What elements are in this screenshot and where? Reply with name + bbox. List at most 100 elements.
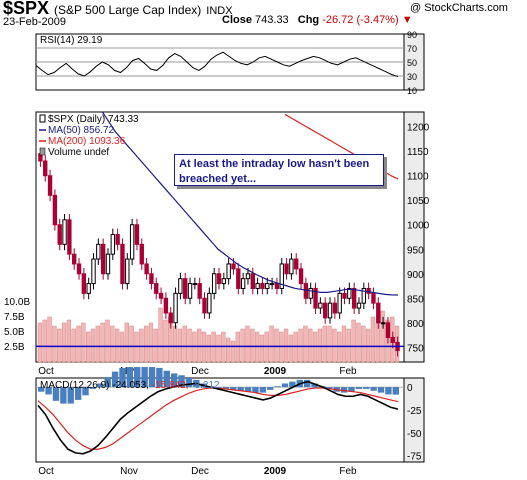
volume-bar [100, 322, 105, 363]
annotation-box: At least the intraday low hasn't been br… [174, 154, 384, 186]
volume-bar [163, 319, 168, 363]
price-x-tick-label: Dec [191, 366, 209, 377]
macd-histogram-bar [163, 370, 170, 388]
volume-bar [158, 307, 163, 363]
candle-body [67, 219, 72, 255]
candle-body [255, 283, 260, 289]
volume-bar [143, 325, 149, 363]
macd-line [37, 380, 399, 455]
macd-tick-label: -50 [407, 429, 422, 440]
candle-body [115, 234, 120, 245]
volume-bar [225, 337, 231, 363]
candle-body [245, 273, 251, 280]
price-legend-candle-icon [39, 114, 46, 123]
macd-x-tick-label: Feb [339, 466, 357, 477]
candle-body [332, 302, 338, 314]
candle-body [129, 224, 135, 260]
rsi-tick-label: 50 [407, 58, 417, 68]
volume-tick-label: 5.0B [4, 327, 25, 338]
macd-histogram-bar [237, 387, 244, 391]
candle-body [72, 253, 77, 265]
volume-bar [322, 325, 327, 363]
macd-histogram-bar [119, 367, 126, 388]
macd-tick-label: -75 [407, 452, 422, 463]
volume-bar [375, 322, 380, 363]
candle-body [139, 243, 144, 265]
candle-body [163, 297, 169, 314]
ma50-line [101, 111, 399, 296]
candle-body [86, 283, 91, 294]
candle-body [269, 283, 275, 286]
candle-body [250, 273, 255, 289]
volume-bar [303, 325, 308, 363]
candle-body [347, 287, 352, 299]
volume-bar [206, 334, 212, 363]
rsi-tick-label: 90 [407, 30, 417, 40]
candle-body [231, 263, 236, 270]
macd-histogram-bar [97, 383, 104, 388]
macd-histogram-bar [134, 367, 141, 388]
candle-body [81, 273, 87, 294]
macd-signal-line [37, 387, 399, 450]
candle-body [390, 336, 395, 343]
macd-histogram-bar [267, 387, 274, 390]
volume-bar [124, 322, 129, 363]
volume-bar [317, 328, 323, 363]
price-panel [35, 111, 405, 363]
candle-body [47, 175, 53, 196]
candle-body [149, 273, 154, 285]
macd-histogram-bar [252, 387, 259, 393]
macd-histogram-bar [111, 371, 119, 388]
volume-bar [139, 328, 144, 363]
candle-body [154, 283, 159, 294]
volume-bar [129, 325, 134, 363]
watermark: @ StockCharts.com [410, 2, 508, 14]
candle-body [284, 263, 289, 275]
candle-body [183, 278, 188, 299]
volume-bar [172, 325, 178, 363]
macd-histogram-bar [148, 367, 156, 388]
volume-tick-label: 10.0B [4, 297, 30, 308]
price-tick-label: 1000 [407, 221, 430, 232]
macd-histogram-bar [141, 367, 148, 388]
macd-histogram-bar [363, 387, 370, 389]
macd-x-tick-label: Dec [191, 466, 209, 477]
price-x-tick-label: 2009 [264, 366, 287, 377]
macd-tick-label: -25 [407, 406, 422, 417]
chg-value: -26.72 (-3.47%) [322, 14, 399, 26]
price-tick-label: 850 [407, 294, 424, 305]
macd-histogram-bar [274, 386, 281, 388]
rsi-legend: RSI(14) 29.19 [40, 35, 103, 46]
candle-body [371, 292, 376, 304]
symbol: $SPX [3, 0, 50, 18]
volume-bar [105, 319, 110, 363]
candle-body [327, 302, 333, 319]
rsi-tick-label: 30 [407, 72, 417, 82]
macd-histogram-bar [38, 387, 45, 392]
macd-histogram-bar [244, 387, 252, 392]
candle-body [187, 283, 193, 299]
candle-body [173, 292, 178, 324]
price-tick-label: 750 [407, 343, 424, 354]
volume-bar [346, 328, 351, 363]
macd-histogram-bar [170, 373, 178, 388]
macd-histogram-bar [385, 387, 392, 395]
candle-body [76, 263, 82, 275]
macd-histogram-bar [377, 387, 385, 393]
macd-histogram-bar [348, 387, 355, 392]
macd-histogram-bar [52, 387, 60, 401]
candle-body [125, 258, 130, 285]
macd-histogram-bar [392, 387, 399, 395]
candle-body [168, 312, 173, 324]
exchange: INDX [206, 5, 233, 17]
price-summary: Close 743.33 Chg -26.72 (-3.47%) ▼ [222, 14, 413, 26]
volume-bar [259, 334, 265, 363]
volume-bar [187, 328, 192, 363]
volume-bar [177, 328, 183, 363]
volume-bar [37, 322, 43, 363]
macd-histogram-bar [89, 387, 97, 389]
macd-x-tick-label: Nov [120, 466, 138, 477]
candle-body [197, 283, 202, 299]
candle-body [260, 283, 265, 289]
